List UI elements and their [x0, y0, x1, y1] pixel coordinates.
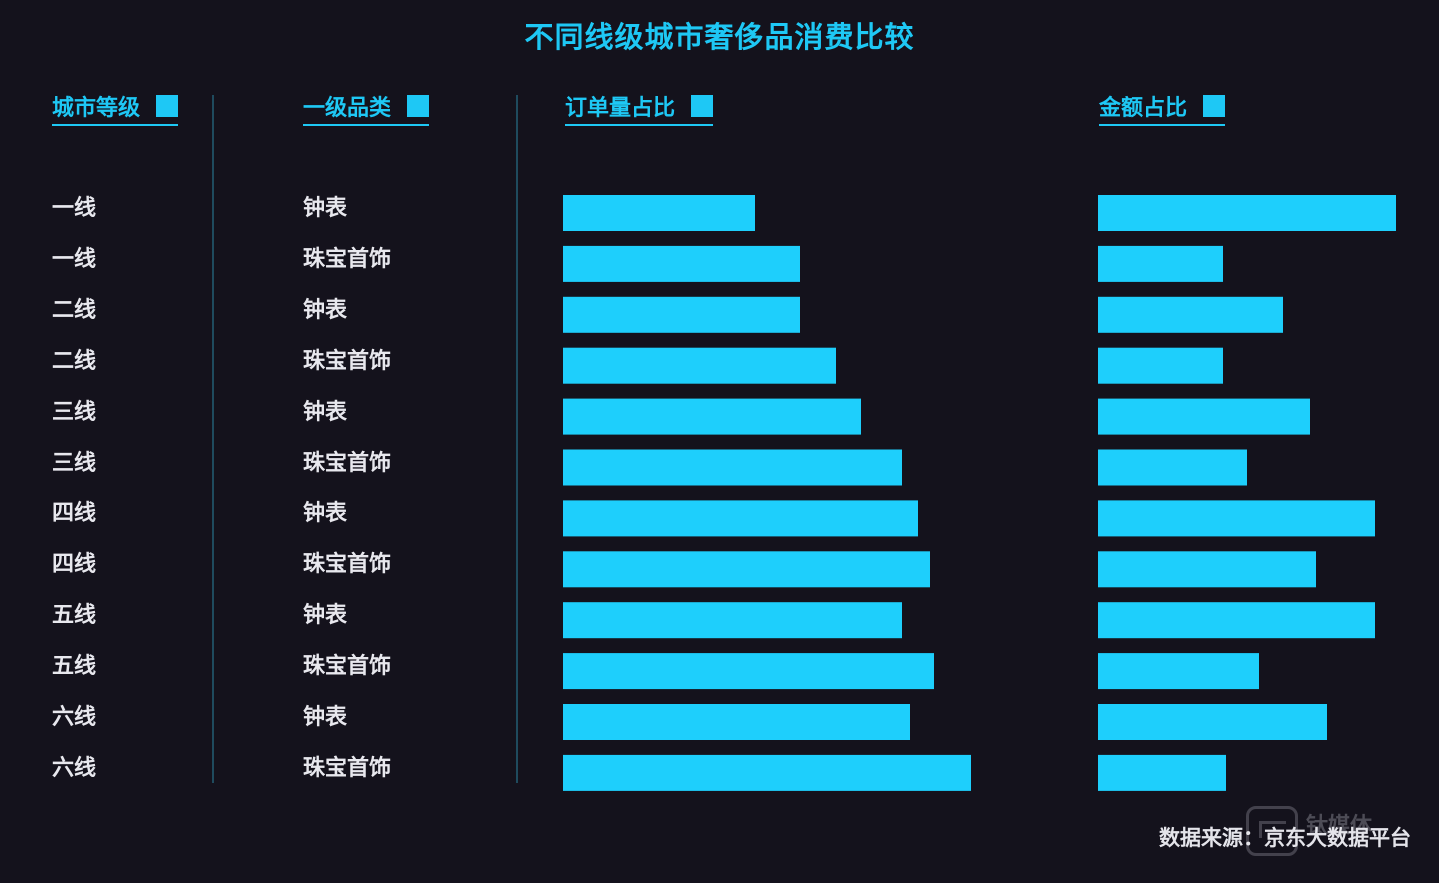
- header-order-share-label: 订单量占比: [565, 96, 676, 121]
- chart-title: 不同线级城市奢侈品消费比较: [524, 20, 915, 54]
- category-label: 珠宝首饰: [303, 755, 392, 781]
- header-order-share: 订单量占比: [565, 90, 714, 126]
- header-order-share-marker: [691, 95, 714, 117]
- amount-share-bar: [1098, 195, 1396, 231]
- city-level-label: 一线: [52, 196, 97, 221]
- city-level-label: 五线: [52, 654, 97, 680]
- city-level-label: 三线: [52, 399, 97, 425]
- order-share-bar: [563, 347, 836, 384]
- order-share-bar: [563, 653, 934, 690]
- amount-share-bar: [1098, 449, 1247, 486]
- category-label: 珠宝首饰: [303, 246, 392, 272]
- amount-share-bar: [1098, 398, 1310, 435]
- category-label: 钟表: [303, 501, 348, 527]
- category-label: 钟表: [303, 603, 348, 629]
- amount-share-bar: [1098, 347, 1223, 384]
- amount-share-bar: [1098, 602, 1375, 639]
- watermark: 钛媒体: [1246, 804, 1416, 860]
- header-category: 一级品类: [303, 90, 430, 126]
- amount-share-bar: [1098, 754, 1226, 791]
- order-share-bar: [563, 602, 902, 639]
- category-label: 钟表: [303, 297, 348, 323]
- city-level-label: 二线: [52, 297, 97, 323]
- category-label: 珠宝首饰: [303, 348, 392, 374]
- order-share-bar: [563, 754, 971, 791]
- header-amount-share-label: 金额占比: [1099, 96, 1188, 121]
- header-amount-share: 金额占比: [1099, 90, 1226, 126]
- city-level-label: 一线: [52, 246, 97, 272]
- category-label: 珠宝首饰: [303, 552, 392, 578]
- order-share-bar: [563, 245, 800, 282]
- header-category-label: 一级品类: [303, 96, 392, 121]
- order-share-bar: [563, 551, 930, 588]
- category-label: 珠宝首饰: [303, 654, 392, 680]
- order-share-bar: [563, 195, 755, 231]
- header-amount-share-marker: [1203, 95, 1226, 117]
- category-label: 钟表: [303, 705, 348, 730]
- column-divider-1: [212, 95, 214, 783]
- amount-share-bar: [1098, 500, 1375, 537]
- header-city-level-label: 城市等级: [52, 96, 141, 121]
- order-share-bar: [563, 449, 902, 486]
- amount-share-bar: [1098, 245, 1223, 282]
- order-share-bar: [563, 296, 800, 333]
- category-label: 钟表: [303, 196, 348, 221]
- watermark-text: 钛媒体: [1306, 814, 1373, 839]
- column-divider-2: [516, 95, 518, 783]
- city-level-label: 四线: [52, 552, 97, 578]
- header-category-marker: [407, 95, 430, 117]
- city-level-label: 四线: [52, 501, 97, 527]
- order-share-bar: [563, 398, 861, 435]
- data-source: 数据来源：京东大数据平台: [1159, 826, 1411, 850]
- category-label: 珠宝首饰: [303, 450, 392, 476]
- amount-share-bar: [1098, 551, 1316, 588]
- category-label: 钟表: [303, 399, 348, 425]
- order-share-bar: [563, 500, 918, 537]
- order-share-bar: [563, 704, 910, 740]
- header-city-level: 城市等级: [52, 90, 179, 126]
- city-level-label: 六线: [52, 755, 97, 781]
- amount-share-bar: [1098, 296, 1283, 333]
- amount-share-bar: [1098, 704, 1327, 740]
- header-city-level-marker: [156, 95, 179, 117]
- amount-share-bar: [1098, 653, 1259, 690]
- city-level-label: 二线: [52, 348, 97, 374]
- city-level-label: 六线: [52, 705, 97, 730]
- city-level-label: 三线: [52, 450, 97, 476]
- watermark-logo-icon: [1246, 806, 1298, 856]
- city-level-label: 五线: [52, 603, 97, 629]
